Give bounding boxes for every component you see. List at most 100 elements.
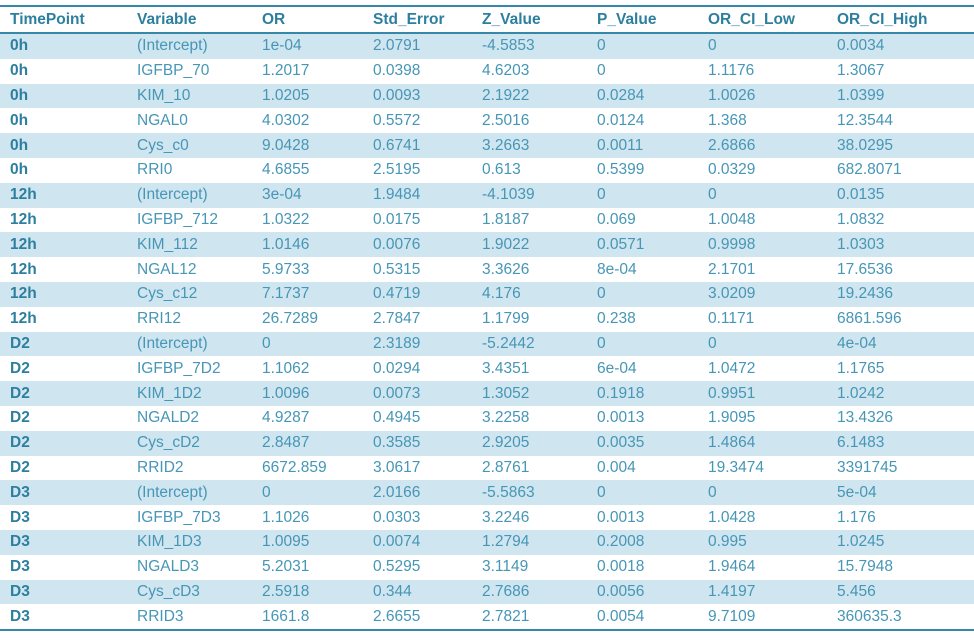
value-cell: 1.0146 xyxy=(262,235,310,253)
value-cell: 0.995 xyxy=(708,533,747,551)
results-table: TimePoint Variable OR Std_Error Z_Value P_Val… xyxy=(0,5,974,632)
value-cell: 5.9733 xyxy=(262,260,310,278)
table-row: D3 (Intercept) 0 2.0166 -5.5863 0 0 5e-04 xyxy=(0,480,974,506)
value-cell: 0.069 xyxy=(597,210,636,228)
timepoint-cell: 0h xyxy=(10,136,29,154)
value-cell: 7.1737 xyxy=(262,285,310,303)
timepoint-cell: 0h xyxy=(10,37,29,55)
value-cell: 4.9287 xyxy=(262,409,310,427)
value-cell: 0.0056 xyxy=(597,582,645,600)
table-row: 12h NGAL12 5.9733 0.5315 3.3626 8e-04 2.1701 17… xyxy=(0,257,974,282)
value-cell: 5.2031 xyxy=(262,558,310,576)
value-cell: 4.0302 xyxy=(262,111,310,129)
timepoint-cell: 12h xyxy=(10,285,37,303)
value-cell: Cys_cD3 xyxy=(137,582,200,600)
value-cell: 0 xyxy=(708,186,717,204)
value-cell: RRI12 xyxy=(137,310,181,328)
value-cell: 0.4945 xyxy=(373,409,421,427)
value-cell: 3.0209 xyxy=(708,285,756,303)
value-cell: 2.3189 xyxy=(373,334,421,352)
value-cell: 2.1922 xyxy=(482,86,530,104)
table-row: 12h (Intercept) 3e-04 1.9484 -4.1039 0 0 0.0135 xyxy=(0,182,974,208)
value-cell: 17.6536 xyxy=(837,260,894,278)
value-cell: 2.8761 xyxy=(482,458,530,476)
value-cell: 1e-04 xyxy=(262,37,302,55)
value-cell: IGFBP_7D2 xyxy=(137,359,221,377)
value-cell: NGAL12 xyxy=(137,260,197,278)
value-cell: 1.3067 xyxy=(837,62,885,80)
timepoint-cell: D2 xyxy=(10,384,30,402)
value-cell: 3.2258 xyxy=(482,409,530,427)
value-cell: 360635.3 xyxy=(837,607,902,625)
value-cell: 2.5195 xyxy=(373,161,421,179)
value-cell: 19.3474 xyxy=(708,458,765,476)
timepoint-cell: D3 xyxy=(10,483,30,501)
value-cell: 2.6655 xyxy=(373,607,421,625)
column-header-or_ci_high: OR_CI_High xyxy=(837,6,974,34)
table-row: 0h KIM_10 1.0205 0.0093 2.1922 0.0284 1.0026 1.… xyxy=(0,83,974,109)
timepoint-cell: D3 xyxy=(10,607,30,625)
value-cell: 3e-04 xyxy=(262,186,302,204)
value-cell: 0 xyxy=(262,334,271,352)
value-cell: 0.9951 xyxy=(708,384,756,402)
value-cell: 0.0329 xyxy=(708,161,756,179)
value-cell: 0.0034 xyxy=(837,37,885,55)
value-cell: 4.6855 xyxy=(262,161,310,179)
timepoint-cell: D2 xyxy=(10,434,30,452)
value-cell: 12.3544 xyxy=(837,111,894,129)
value-cell: 0 xyxy=(708,334,717,352)
value-cell: 1.9022 xyxy=(482,235,530,253)
value-cell: 0 xyxy=(262,483,271,501)
value-cell: 4.6203 xyxy=(482,62,530,80)
table-body: 0h (Intercept) 1e-04 2.0791 -4.5853 0 0 0.0034 0… xyxy=(0,33,974,630)
value-cell: 0 xyxy=(597,483,606,501)
column-header-std_error: Std_Error xyxy=(373,6,482,34)
value-cell: 26.7289 xyxy=(262,310,319,328)
value-cell: KIM_10 xyxy=(137,86,191,104)
value-cell: 1.0205 xyxy=(262,86,310,104)
value-cell: 1.0242 xyxy=(837,384,885,402)
value-cell: 0.004 xyxy=(597,458,636,476)
value-cell: Cys_cD2 xyxy=(137,434,200,452)
table-row: D3 KIM_1D3 1.0095 0.0074 1.2794 0.2008 0.995 1.… xyxy=(0,529,974,555)
value-cell: 8e-04 xyxy=(597,260,637,278)
value-cell: 0.0284 xyxy=(597,86,645,104)
value-cell: 0.0398 xyxy=(373,62,421,80)
timepoint-cell: 0h xyxy=(10,111,29,129)
value-cell: 1.0095 xyxy=(262,533,310,551)
value-cell: 3391745 xyxy=(837,458,898,476)
value-cell: 0 xyxy=(708,37,717,55)
value-cell: -5.5863 xyxy=(482,483,535,501)
table-row: D2 RRID2 6672.859 3.0617 2.8761 0.004 19.3474 3… xyxy=(0,456,974,481)
value-cell: 1.1765 xyxy=(837,359,885,377)
value-cell: 9.7109 xyxy=(708,607,756,625)
value-cell: (Intercept) xyxy=(137,483,208,501)
value-cell: 0 xyxy=(597,62,606,80)
value-cell: 0.5315 xyxy=(373,260,421,278)
value-cell: 1.0399 xyxy=(837,86,885,104)
value-cell: 0.344 xyxy=(373,582,412,600)
table-row: 0h NGAL0 4.0302 0.5572 2.5016 0.0124 1.368 12.3… xyxy=(0,108,974,133)
value-cell: 3.0617 xyxy=(373,458,421,476)
column-header-variable: Variable xyxy=(137,6,262,34)
value-cell: KIM_112 xyxy=(137,235,198,253)
value-cell: 1.9484 xyxy=(373,186,421,204)
value-cell: 1.0472 xyxy=(708,359,756,377)
value-cell: 6e-04 xyxy=(597,359,637,377)
table-row: D2 (Intercept) 0 2.3189 -5.2442 0 0 4e-04 xyxy=(0,331,974,357)
value-cell: KIM_1D2 xyxy=(137,384,202,402)
value-cell: 13.4326 xyxy=(837,409,894,427)
value-cell: 0.1918 xyxy=(597,384,645,402)
value-cell: 1.1799 xyxy=(482,310,530,328)
value-cell: RRID3 xyxy=(137,607,184,625)
value-cell: 0.613 xyxy=(482,161,521,179)
table-row: 12h RRI12 26.7289 2.7847 1.1799 0.238 0.1171 68… xyxy=(0,307,974,332)
value-cell: 3.1149 xyxy=(482,558,529,576)
value-cell: 0.6741 xyxy=(373,136,421,154)
table-row: 0h IGFBP_70 1.2017 0.0398 4.6203 0 1.1176 1.306… xyxy=(0,59,974,84)
value-cell: 1.0303 xyxy=(837,235,885,253)
value-cell: -4.1039 xyxy=(482,186,535,204)
value-cell: 1.3052 xyxy=(482,384,530,402)
value-cell: 0.0124 xyxy=(597,111,645,129)
value-cell: 0.0074 xyxy=(373,533,421,551)
